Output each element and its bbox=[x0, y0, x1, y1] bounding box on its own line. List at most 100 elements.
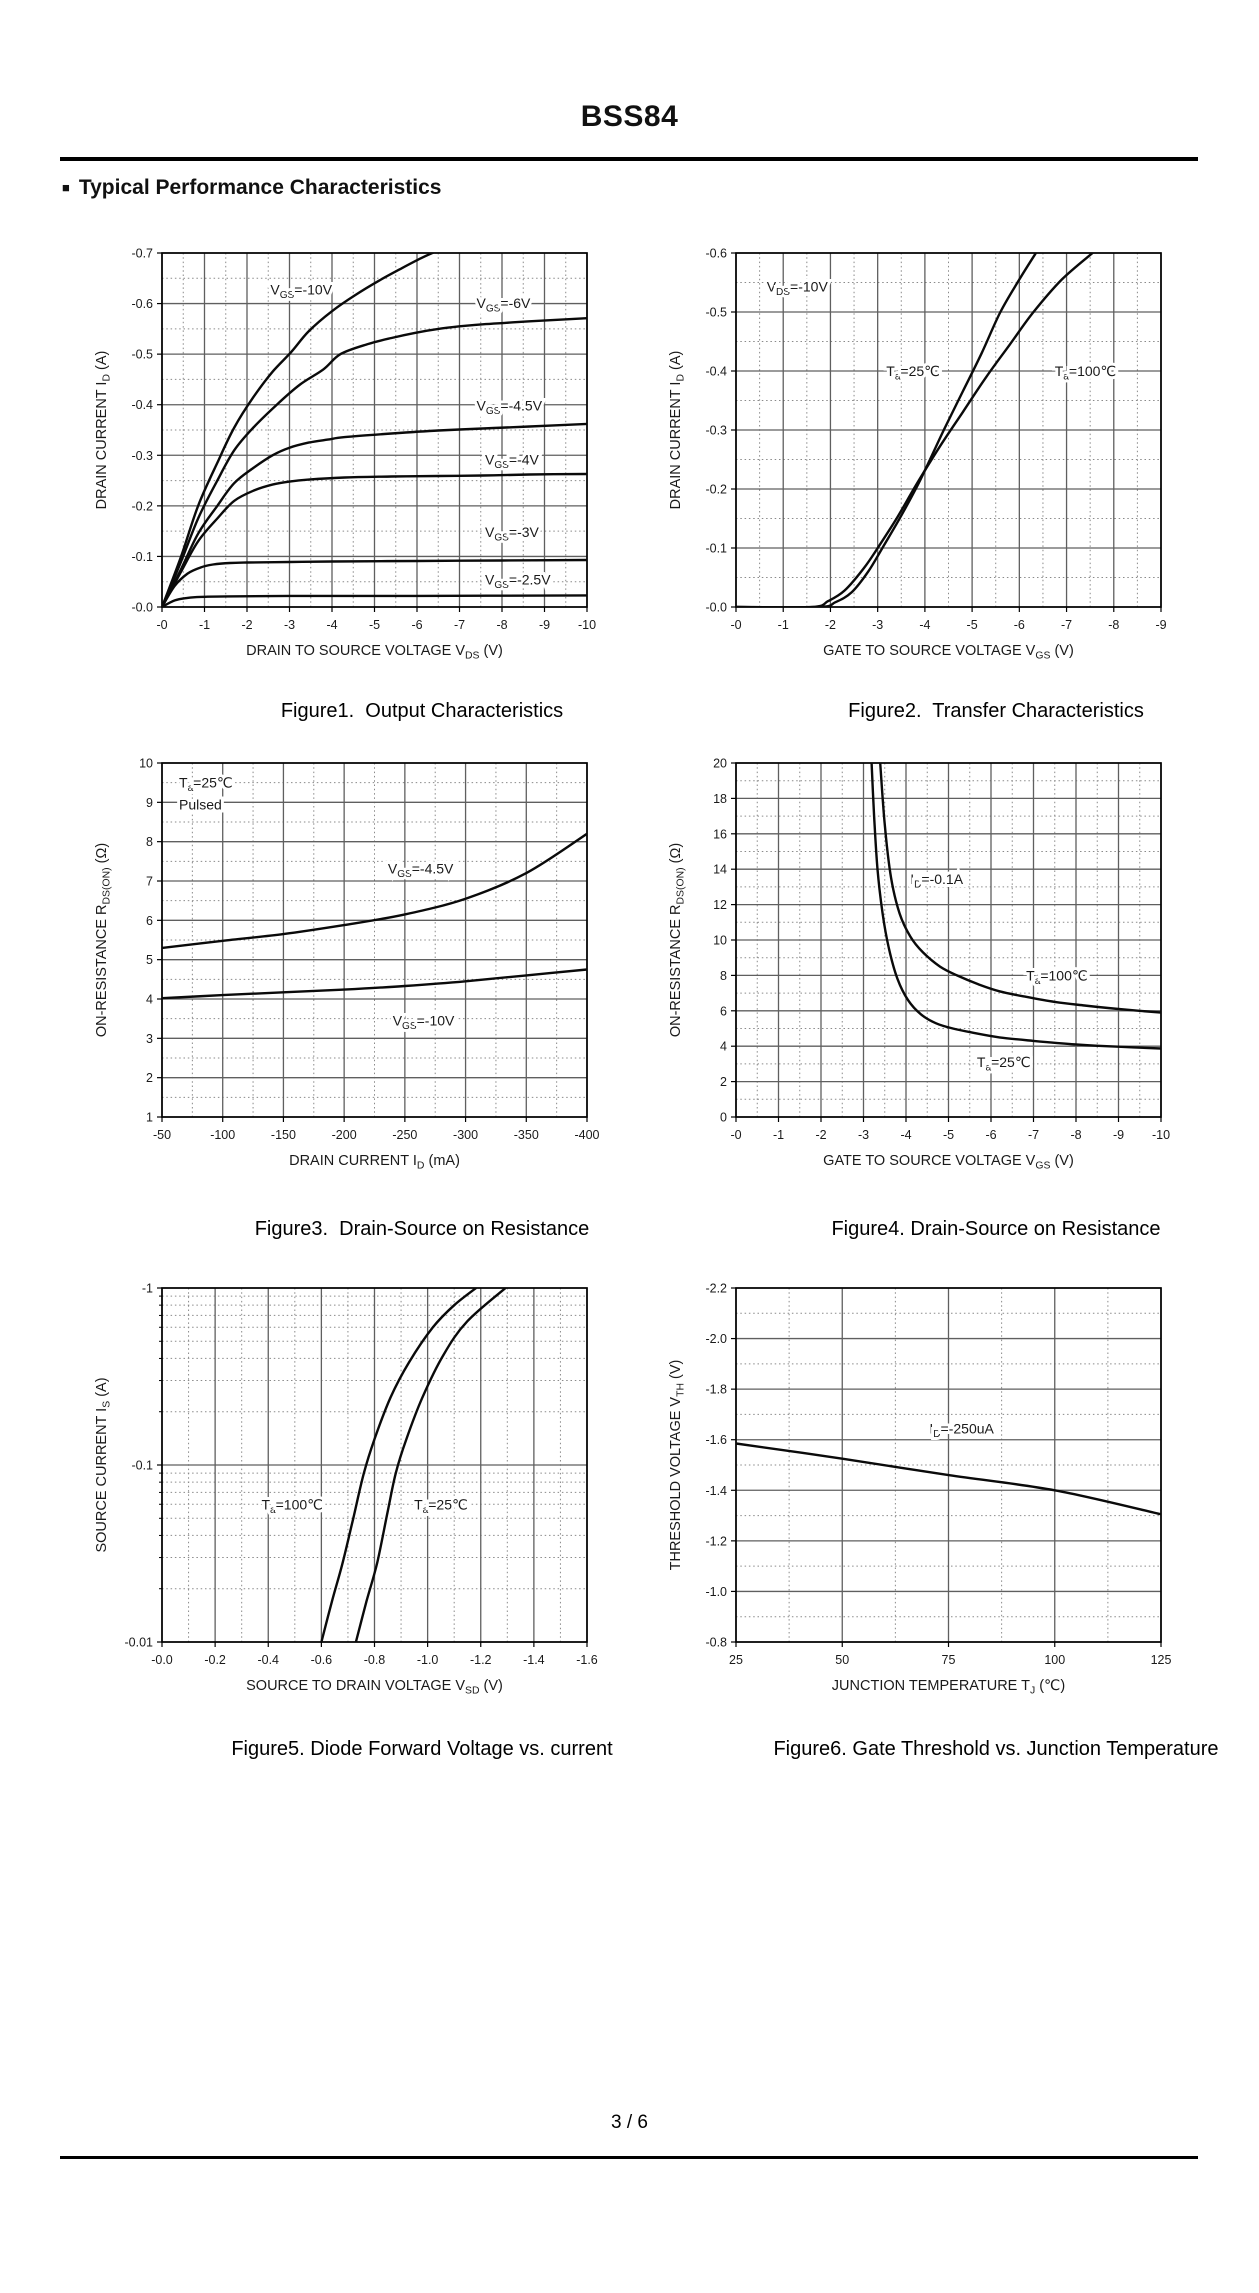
svg-text:-350: -350 bbox=[514, 1128, 539, 1142]
svg-text:-0.3: -0.3 bbox=[131, 449, 153, 463]
svg-text:7: 7 bbox=[146, 875, 153, 889]
svg-text:125: 125 bbox=[1151, 1653, 1172, 1667]
svg-text:-4: -4 bbox=[326, 618, 337, 632]
svg-text:-0.2: -0.2 bbox=[131, 499, 153, 513]
svg-text:Pulsed: Pulsed bbox=[179, 796, 222, 812]
svg-text:-1: -1 bbox=[142, 1282, 153, 1296]
figure6-gate-threshold-chart: 25 50 75 100 125 -0.8 -1.0 -1.2 -1.4 -1.6 -1.8 -2.0… bbox=[660, 1274, 1212, 1702]
svg-text:-5: -5 bbox=[943, 1128, 954, 1142]
svg-text:-1.6: -1.6 bbox=[705, 1433, 727, 1447]
svg-text:8: 8 bbox=[720, 969, 727, 983]
section-heading: ■ Typical Performance Characteristics bbox=[62, 176, 441, 200]
svg-text:0: 0 bbox=[720, 1111, 727, 1125]
svg-text:10: 10 bbox=[713, 934, 727, 948]
figure4-caption: Figure4. Drain-Source on Resistance bbox=[831, 1218, 1161, 1240]
svg-text:-0.1: -0.1 bbox=[705, 542, 727, 556]
svg-text:-2: -2 bbox=[815, 1128, 826, 1142]
section-heading-text: Typical Performance Characteristics bbox=[78, 176, 442, 199]
svg-text:-0.4: -0.4 bbox=[131, 398, 153, 412]
svg-text:6: 6 bbox=[720, 1004, 727, 1018]
svg-text:20: 20 bbox=[713, 757, 727, 771]
svg-text:-0.6: -0.6 bbox=[311, 1653, 333, 1667]
svg-text:-3: -3 bbox=[858, 1128, 869, 1142]
svg-text:-1: -1 bbox=[773, 1128, 784, 1142]
svg-text:-0.2: -0.2 bbox=[705, 483, 727, 497]
svg-text:-0.3: -0.3 bbox=[705, 424, 727, 438]
svg-text:-1.2: -1.2 bbox=[470, 1653, 492, 1667]
svg-text:Ta=25℃: Ta=25℃ bbox=[977, 1054, 1031, 1074]
svg-text:-0.1: -0.1 bbox=[131, 1459, 153, 1473]
svg-text:VDS=-10V: VDS=-10V bbox=[767, 279, 829, 299]
svg-text:-0.5: -0.5 bbox=[705, 306, 727, 320]
svg-text:JUNCTION TEMPERATURE TJ (℃: JUNCTION TEMPERATURE TJ (℃) bbox=[832, 1678, 1065, 1697]
svg-text:4: 4 bbox=[146, 993, 153, 1007]
svg-text:-3: -3 bbox=[284, 618, 295, 632]
figure3-caption: Figure3. Drain-Source on Resistance bbox=[254, 1218, 590, 1240]
svg-text:4: 4 bbox=[720, 1040, 727, 1054]
svg-text:-1.8: -1.8 bbox=[705, 1383, 727, 1397]
svg-text:-200: -200 bbox=[332, 1128, 357, 1142]
svg-text:-0.6: -0.6 bbox=[131, 297, 153, 311]
figure6-caption: Figure6. Gate Threshold vs. Junction Tem… bbox=[773, 1738, 1219, 1760]
svg-text:-400: -400 bbox=[574, 1128, 599, 1142]
svg-text:-2: -2 bbox=[241, 618, 252, 632]
svg-text:2: 2 bbox=[146, 1071, 153, 1085]
svg-text:-7: -7 bbox=[454, 618, 465, 632]
figure3-on-resistance-vs-current-chart: -50 -100 -150 -200 -250 -300 -350 -400 1 2 3 4 5 6 7 8 9… bbox=[86, 749, 638, 1177]
svg-text:10: 10 bbox=[139, 757, 153, 771]
svg-text:SOURCE CURRENT IS (A): SOURCE CURRENT IS (A) bbox=[94, 1377, 113, 1552]
figure5-diode-forward-voltage-chart: -0.0 -0.2 -0.4 -0.6 -0.8 -1.0 -1.2 -1.4 -1.6 -0.0… bbox=[86, 1274, 638, 1702]
svg-text:-1.0: -1.0 bbox=[705, 1585, 727, 1599]
svg-text:12: 12 bbox=[713, 898, 727, 912]
section-bullet-icon: ■ bbox=[62, 180, 70, 195]
svg-text:-0.4: -0.4 bbox=[705, 365, 727, 379]
svg-text:Ta=100℃: Ta=100℃ bbox=[1055, 363, 1116, 383]
svg-text:-5: -5 bbox=[369, 618, 380, 632]
figure5-caption: Figure5. Diode Forward Voltage vs. curre… bbox=[231, 1738, 613, 1760]
svg-text:-10: -10 bbox=[1152, 1128, 1170, 1142]
svg-text:2: 2 bbox=[720, 1075, 727, 1089]
svg-text:-1.6: -1.6 bbox=[576, 1653, 598, 1667]
svg-text:VGS=-10V: VGS=-10V bbox=[393, 1013, 455, 1033]
svg-text:-7: -7 bbox=[1028, 1128, 1039, 1142]
svg-text:-1: -1 bbox=[778, 618, 789, 632]
svg-text:-0.2: -0.2 bbox=[204, 1653, 226, 1667]
svg-text:-1: -1 bbox=[199, 618, 210, 632]
svg-text:-4: -4 bbox=[919, 618, 930, 632]
svg-text:-1.4: -1.4 bbox=[705, 1484, 727, 1498]
svg-text:GATE TO SOURCE VOLTAGE VGS: GATE TO SOURCE VOLTAGE VGS (V) bbox=[823, 643, 1074, 662]
svg-text:VGS=-4.5V: VGS=-4.5V bbox=[477, 398, 543, 418]
svg-text:50: 50 bbox=[835, 1653, 849, 1667]
svg-text:-150: -150 bbox=[271, 1128, 296, 1142]
svg-text:-6: -6 bbox=[985, 1128, 996, 1142]
figure4-on-resistance-vs-vgs-chart: -0 -1 -2 -3 -4 -5 -6 -7 -8 -9 -10 0 2 4 6 8 10 12 14 16 18 20… bbox=[660, 749, 1212, 1177]
svg-text:DRAIN CURRENT ID (A): DRAIN CURRENT ID (A) bbox=[94, 351, 113, 510]
svg-text:ON-RESISTANCE RDS(ON) (Ω): ON-RESISTANCE RDS(ON) (Ω) bbox=[668, 843, 687, 1037]
svg-text:25: 25 bbox=[729, 1653, 743, 1667]
figure2-transfer-characteristics-chart: -0 -1 -2 -3 -4 -5 -6 -7 -8 -9 -0.0 -0.1 -0.2 -0.3 -0.4… bbox=[660, 239, 1212, 667]
svg-text:Ta=25℃: Ta=25℃ bbox=[179, 775, 233, 795]
svg-text:-4: -4 bbox=[900, 1128, 911, 1142]
svg-text:-2.2: -2.2 bbox=[705, 1282, 727, 1296]
svg-text:ID=-0.1A: ID=-0.1A bbox=[910, 871, 963, 891]
svg-text:-10: -10 bbox=[578, 618, 596, 632]
svg-text:-8: -8 bbox=[496, 618, 507, 632]
svg-text:-7: -7 bbox=[1061, 618, 1072, 632]
svg-text:6: 6 bbox=[146, 914, 153, 928]
svg-text:ID=-250uA: ID=-250uA bbox=[929, 1420, 994, 1440]
svg-text:-2: -2 bbox=[825, 618, 836, 632]
svg-text:Ta=25℃: Ta=25℃ bbox=[414, 1496, 468, 1516]
svg-text:8: 8 bbox=[146, 835, 153, 849]
figure1-caption: Figure1. Output Characteristics bbox=[280, 700, 564, 722]
svg-text:-100: -100 bbox=[210, 1128, 235, 1142]
svg-text:5: 5 bbox=[146, 953, 153, 967]
svg-text:-0.0: -0.0 bbox=[131, 601, 153, 615]
svg-text:-0.6: -0.6 bbox=[705, 247, 727, 261]
figure2-caption: Figure2. Transfer Characteristics bbox=[848, 700, 1144, 722]
footer-rule bbox=[60, 2156, 1198, 2159]
svg-text:GATE TO SOURCE VOLTAGE VGS: GATE TO SOURCE VOLTAGE VGS (V) bbox=[823, 1153, 1074, 1172]
svg-text:100: 100 bbox=[1044, 1653, 1065, 1667]
svg-text:-250: -250 bbox=[392, 1128, 417, 1142]
svg-text:THRESHOLD VOLTAGE VTH (V): THRESHOLD VOLTAGE VTH (V) bbox=[668, 1360, 687, 1571]
svg-text:-0.4: -0.4 bbox=[257, 1653, 279, 1667]
